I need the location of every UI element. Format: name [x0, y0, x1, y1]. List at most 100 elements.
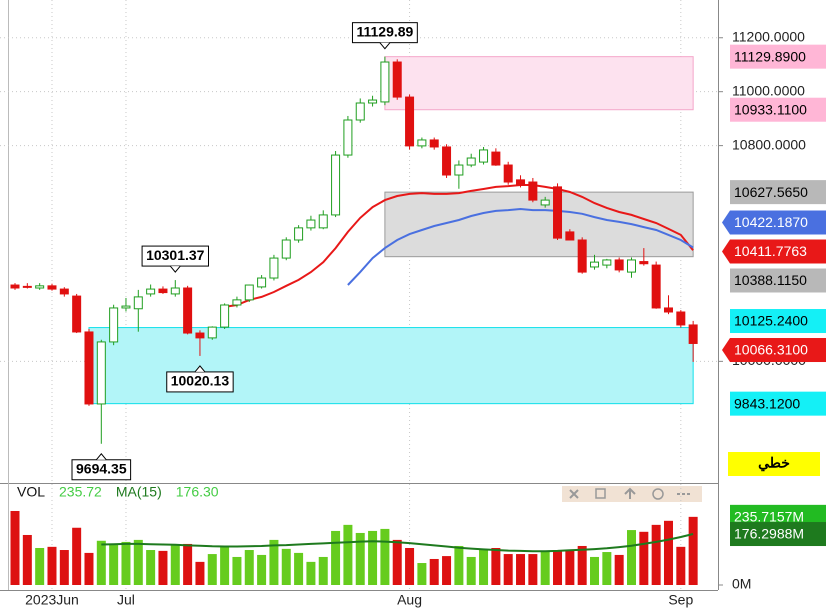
volume-bar	[503, 554, 513, 585]
volume-bar	[676, 546, 686, 585]
candle-body	[663, 307, 673, 313]
close-icon[interactable]	[569, 489, 579, 499]
price-label-bg	[730, 338, 826, 363]
volume-bar	[540, 550, 550, 585]
settings-icon[interactable]	[652, 488, 664, 500]
annotation-pointer	[194, 365, 206, 373]
volume-bar	[516, 554, 526, 585]
volume-bar	[343, 524, 353, 585]
price-pane: 10000.000010800.000011000.000011200.0000…	[0, 0, 826, 590]
candle-body	[269, 257, 279, 279]
price-label: 10627.5650	[734, 184, 808, 200]
y-tick-label: 11000.0000	[732, 82, 805, 98]
candle-body	[380, 61, 390, 103]
up-icon[interactable]	[624, 487, 636, 499]
volume-bar	[442, 556, 452, 585]
volume-bar	[331, 530, 341, 585]
candle-body	[651, 264, 661, 309]
candle-body	[72, 295, 82, 333]
last-value-bg	[730, 522, 826, 547]
candle-body	[602, 259, 612, 266]
volume-legend: 176.30	[176, 484, 219, 500]
candle-body	[22, 285, 32, 288]
y-tick-label: 0M	[732, 576, 751, 592]
candle-body	[639, 261, 649, 265]
volume-bar	[207, 554, 217, 585]
price-label: 10388.1150	[734, 272, 807, 288]
volume-bar	[454, 545, 464, 585]
volume-bar	[10, 510, 20, 585]
price-label-bg	[730, 97, 826, 122]
volume-bar	[663, 520, 673, 585]
volume-bar	[146, 550, 156, 585]
price-label: 10066.3100	[734, 342, 808, 358]
candle-body	[442, 146, 452, 176]
button-bg[interactable]	[728, 452, 820, 476]
candle-body	[35, 285, 45, 289]
candle-body	[10, 284, 20, 289]
candle-body	[220, 304, 230, 328]
candle-body	[491, 151, 501, 166]
price-label: 10933.1100	[734, 101, 807, 117]
price-label-bg	[730, 239, 826, 264]
volume-bar	[466, 556, 476, 585]
price-label: 11129.8900	[734, 48, 806, 64]
volume-bar	[35, 547, 45, 585]
volume-bar	[84, 552, 94, 585]
candle-body	[590, 261, 600, 268]
volume-bar	[133, 539, 143, 585]
volume-bar	[405, 547, 415, 585]
candle-body	[553, 186, 563, 239]
price-label-bg	[730, 180, 826, 205]
candle-body	[429, 139, 439, 148]
volume-bar	[232, 556, 242, 585]
maximize-icon[interactable]	[595, 488, 606, 499]
volume-bar	[109, 543, 119, 585]
annotation-pointer	[95, 452, 107, 461]
candle-body	[281, 239, 291, 259]
annotation-label: 10020.13	[171, 373, 230, 389]
candle-body	[318, 214, 328, 229]
mode-button[interactable]: خطي	[728, 452, 820, 476]
candle-body	[146, 288, 156, 295]
volume-bar	[614, 554, 624, 585]
volume-legend: VOL	[17, 484, 45, 500]
y-tick-label: 11200.0000	[732, 28, 805, 44]
volume-bar	[294, 552, 304, 585]
price-zone	[384, 191, 694, 258]
volume-bar	[195, 561, 205, 585]
annotation-pointer	[169, 265, 181, 273]
candle-body	[392, 61, 402, 98]
last-value-label: 176.2988M	[734, 526, 804, 542]
volume-bar	[627, 530, 636, 585]
candle-body	[84, 331, 94, 405]
annotation-pointer	[379, 42, 391, 50]
candle-body	[528, 181, 538, 201]
volume-bar	[553, 550, 563, 585]
candle-body	[355, 102, 365, 121]
volume-bar	[59, 550, 69, 585]
candle-body	[540, 199, 550, 206]
volume-ma	[101, 533, 694, 553]
candle-body	[232, 299, 242, 306]
price-label: 10125.2400	[734, 313, 808, 329]
x-tick-label: Aug	[397, 592, 422, 608]
volume-bar	[651, 524, 661, 585]
volume-bar	[281, 548, 291, 585]
price-label-bg	[730, 391, 826, 416]
button-label[interactable]: خطي	[758, 455, 790, 472]
volume-bar	[577, 545, 587, 585]
price-label-arrow	[722, 338, 730, 363]
volume-bar	[355, 532, 365, 585]
price-label-arrow	[722, 210, 730, 235]
volume-bar	[121, 541, 131, 585]
volume-bar	[72, 527, 82, 585]
price-zone	[384, 56, 694, 111]
volume-legend: 235.72	[59, 484, 102, 500]
volume-bar	[244, 550, 254, 585]
candle-body	[577, 239, 587, 273]
annotation-box	[351, 22, 418, 44]
candle-body	[343, 119, 353, 156]
candle-body	[479, 149, 489, 163]
